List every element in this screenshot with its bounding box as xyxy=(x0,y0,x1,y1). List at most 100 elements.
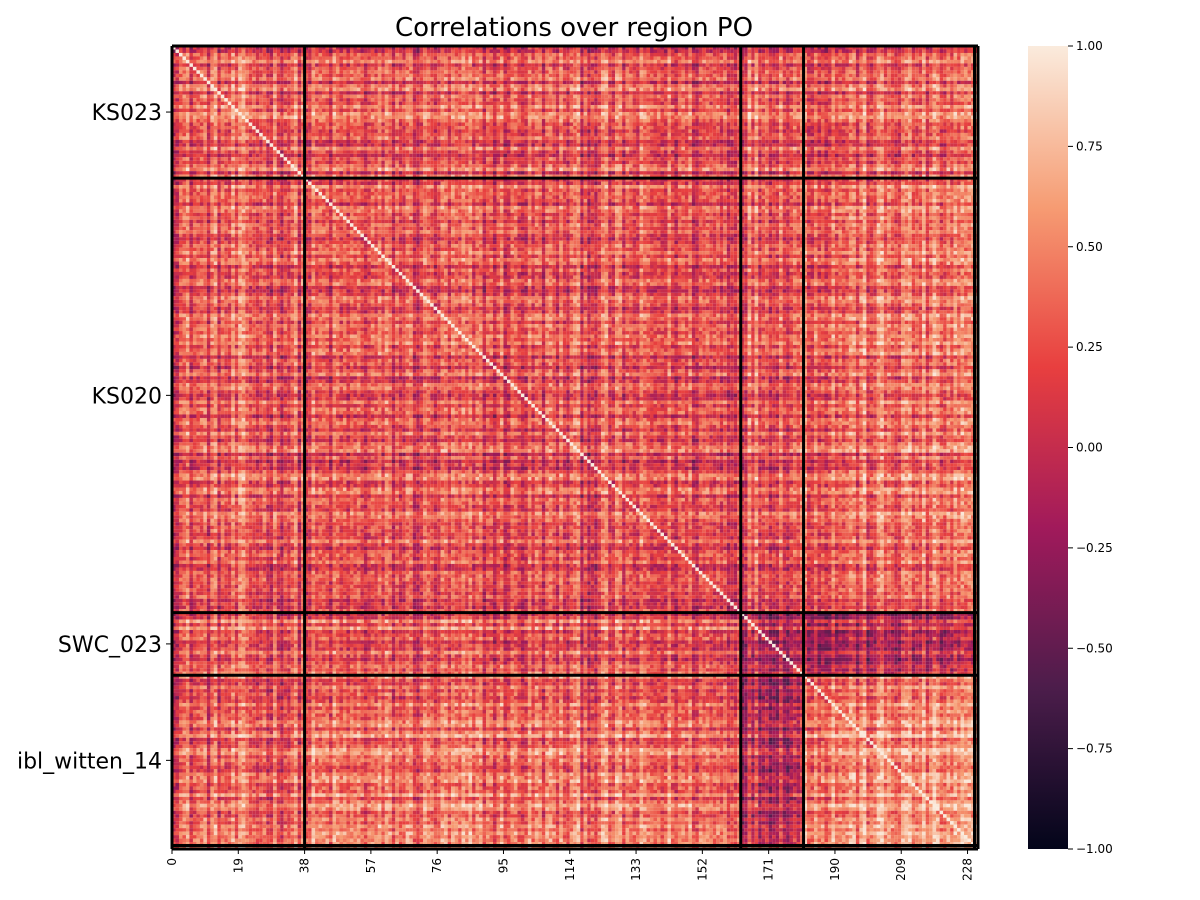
heatmap-cell xyxy=(709,102,713,106)
heatmap-cell xyxy=(451,91,455,95)
heatmap-cell xyxy=(873,53,877,57)
heatmap-cell xyxy=(887,88,891,92)
heatmap-cell xyxy=(343,70,347,74)
heatmap-cell xyxy=(929,60,933,64)
heatmap-cell xyxy=(333,88,337,92)
heatmap-cell xyxy=(933,70,937,74)
heatmap-cell xyxy=(856,84,860,88)
heatmap-cell xyxy=(926,49,930,53)
heatmap-cell xyxy=(566,74,570,78)
heatmap-cell xyxy=(877,70,881,74)
heatmap-cell xyxy=(333,63,337,67)
heatmap-cell xyxy=(312,60,316,64)
heatmap-cell xyxy=(196,49,200,53)
heatmap-cell xyxy=(465,81,469,85)
heatmap-cell xyxy=(692,53,696,57)
heatmap-cell xyxy=(549,81,553,85)
heatmap-cell xyxy=(577,84,581,88)
heatmap-cell xyxy=(769,109,773,113)
heatmap-cell xyxy=(654,63,658,67)
heatmap-cell xyxy=(769,102,773,106)
heatmap-cell xyxy=(870,49,874,53)
heatmap-cell xyxy=(500,74,504,78)
heatmap-cell xyxy=(587,63,591,67)
heatmap-cell xyxy=(863,56,867,60)
heatmap-cell xyxy=(716,63,720,67)
heatmap-cell xyxy=(730,74,734,78)
heatmap-cell xyxy=(594,67,598,71)
heatmap-cell xyxy=(175,95,179,99)
heatmap-cell xyxy=(496,109,500,113)
heatmap-cell xyxy=(706,102,710,106)
heatmap-cell xyxy=(880,77,884,81)
heatmap-cell xyxy=(769,60,773,64)
heatmap-cell xyxy=(182,53,186,57)
heatmap-cell xyxy=(465,88,469,92)
heatmap-cell xyxy=(399,84,403,88)
heatmap-cell xyxy=(308,105,312,109)
heatmap-cell xyxy=(517,77,521,81)
heatmap-cell xyxy=(901,95,905,99)
heatmap-cell xyxy=(926,56,930,60)
heatmap-cell xyxy=(835,53,839,57)
heatmap-cell xyxy=(664,49,668,53)
heatmap-cell xyxy=(954,105,958,109)
heatmap-cell xyxy=(594,109,598,113)
heatmap-cell xyxy=(647,67,651,71)
heatmap-cell xyxy=(413,105,417,109)
heatmap-cell xyxy=(490,95,494,99)
heatmap-cell xyxy=(671,60,675,64)
heatmap-cell xyxy=(894,70,898,74)
heatmap-cell xyxy=(493,88,497,92)
heatmap-cell xyxy=(193,60,197,64)
heatmap-cell xyxy=(863,88,867,92)
heatmap-cell xyxy=(587,60,591,64)
heatmap-cell xyxy=(402,67,406,71)
heatmap-cell xyxy=(245,84,249,88)
heatmap-cell xyxy=(915,98,919,102)
heatmap-cell xyxy=(284,70,288,74)
heatmap-cell xyxy=(950,81,954,85)
heatmap-cell xyxy=(259,98,263,102)
heatmap-cell xyxy=(214,102,218,106)
heatmap-cell xyxy=(381,70,385,74)
heatmap-cell xyxy=(674,77,678,81)
heatmap-cell xyxy=(238,74,242,78)
heatmap-cell xyxy=(709,77,713,81)
heatmap-cell xyxy=(730,84,734,88)
heatmap-cell xyxy=(598,63,602,67)
heatmap-cell xyxy=(270,95,274,99)
heatmap-cell xyxy=(919,102,923,106)
heatmap-cell xyxy=(235,109,239,113)
heatmap-cell xyxy=(727,70,731,74)
heatmap-cell xyxy=(326,81,330,85)
heatmap-cell xyxy=(699,95,703,99)
heatmap-cell xyxy=(465,91,469,95)
heatmap-cell xyxy=(845,49,849,53)
heatmap-cell xyxy=(538,84,542,88)
heatmap-cell xyxy=(182,77,186,81)
heatmap-cell xyxy=(203,81,207,85)
heatmap-cell xyxy=(629,77,633,81)
heatmap-cell xyxy=(849,67,853,71)
heatmap-cell xyxy=(479,70,483,74)
heatmap-cell xyxy=(556,70,560,74)
heatmap-cell xyxy=(573,84,577,88)
heatmap-cell xyxy=(573,95,577,99)
heatmap-cell xyxy=(786,95,790,99)
heatmap-cell xyxy=(284,109,288,113)
heatmap-cell xyxy=(322,95,326,99)
heatmap-cell xyxy=(308,53,312,57)
heatmap-cell xyxy=(249,63,253,67)
heatmap-cell xyxy=(640,56,644,60)
heatmap-cell xyxy=(476,70,480,74)
heatmap-cell xyxy=(242,105,246,109)
heatmap-cell xyxy=(528,98,532,102)
heatmap-cell xyxy=(441,77,445,81)
heatmap-cell xyxy=(392,95,396,99)
heatmap-cell xyxy=(790,81,794,85)
heatmap-cell xyxy=(901,56,905,60)
heatmap-cell xyxy=(716,98,720,102)
heatmap-cell xyxy=(667,102,671,106)
heatmap-cell xyxy=(751,81,755,85)
